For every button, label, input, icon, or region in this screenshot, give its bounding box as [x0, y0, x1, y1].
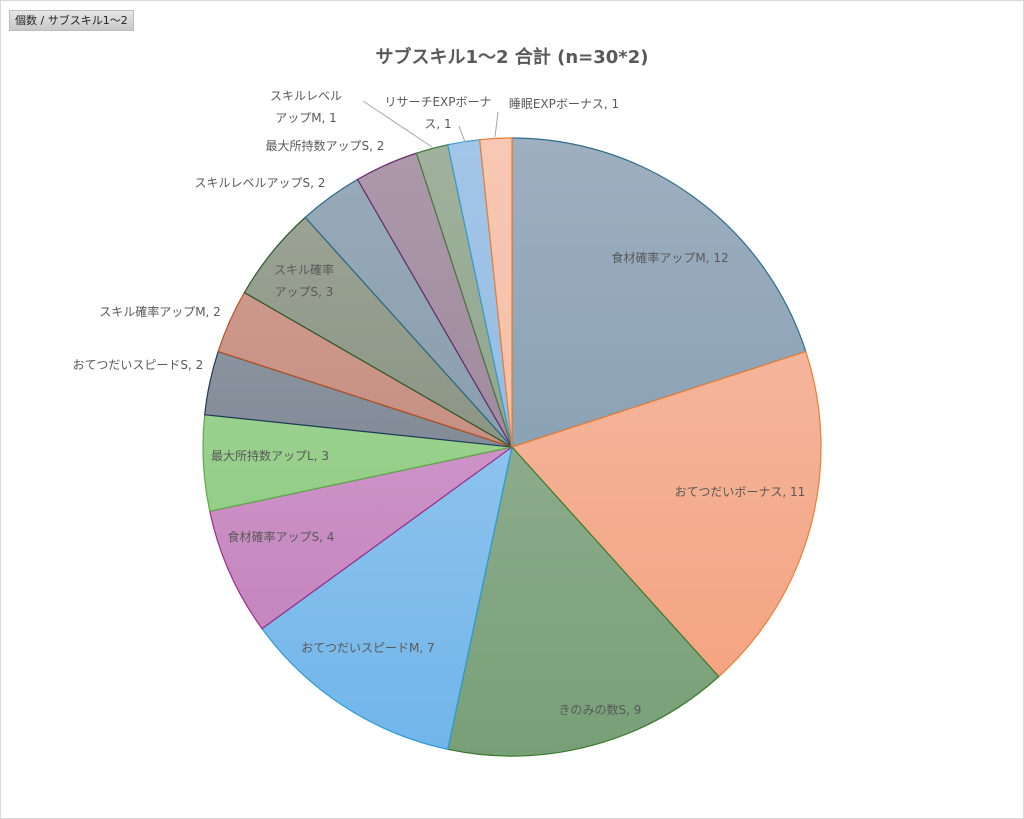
- data-label: アップS, 3: [275, 285, 334, 299]
- data-label: きのみの数S, 9: [559, 702, 642, 717]
- data-label: おてつだいボーナス, 11: [675, 485, 806, 499]
- pie-slice-2[interactable]: [510, 350, 822, 678]
- data-label: 睡眠EXPボーナス, 1: [509, 97, 619, 111]
- pie-slice-5[interactable]: [209, 446, 513, 630]
- data-label: おてつだいスピードM, 7: [301, 641, 434, 655]
- pie-slice-4[interactable]: [261, 445, 513, 750]
- data-label: 最大所持数アップL, 3: [211, 448, 329, 463]
- pie-slice-14[interactable]: [479, 137, 513, 448]
- data-label: ス, 1: [424, 117, 451, 131]
- data-label: スキルレベルアップS, 2: [195, 176, 326, 190]
- chart-title: サブスキル1～2 合計 (n=30*2): [376, 46, 649, 68]
- data-label: 最大所持数アップS, 2: [266, 138, 385, 153]
- data-label: スキル確率アップM, 2: [99, 304, 221, 319]
- data-label: スキルレベル: [270, 89, 342, 103]
- leader-line: [362, 100, 433, 148]
- data-label: スキル確率: [274, 262, 334, 277]
- data-label: アップM, 1: [275, 111, 337, 125]
- data-label: リサーチEXPボーナ: [384, 95, 491, 109]
- data-label: 食材確率アップM, 12: [611, 250, 728, 265]
- pie-slice-3[interactable]: [447, 445, 720, 757]
- data-label: おてつだいスピードS, 2: [73, 358, 204, 372]
- pivot-field-button[interactable]: 個数 / サブスキル1～2: [9, 10, 134, 31]
- leader-line: [494, 111, 499, 138]
- pie-slice-1[interactable]: [511, 137, 807, 448]
- data-label: 食材確率アップS, 4: [228, 529, 335, 544]
- leader-line: [458, 125, 466, 143]
